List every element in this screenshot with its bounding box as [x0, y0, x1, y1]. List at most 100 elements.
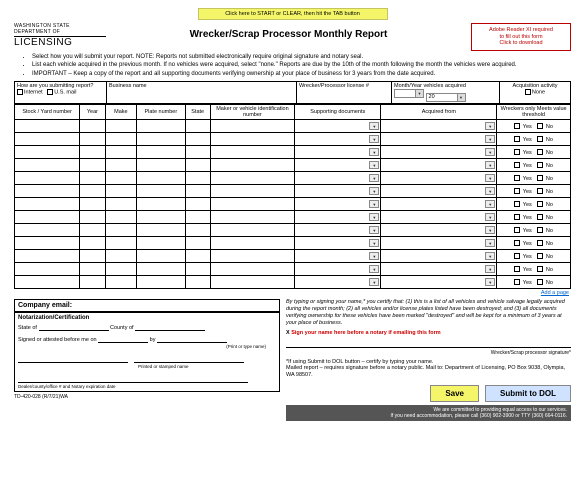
table-cell[interactable] — [381, 159, 497, 172]
docs-dropdown[interactable] — [369, 148, 379, 156]
table-cell[interactable] — [137, 224, 185, 237]
table-cell[interactable] — [295, 250, 381, 263]
table-cell[interactable] — [80, 263, 105, 276]
docs-dropdown[interactable] — [369, 252, 379, 260]
signature-field[interactable] — [286, 338, 571, 348]
table-cell[interactable] — [381, 250, 497, 263]
from-dropdown[interactable] — [485, 252, 495, 260]
table-cell[interactable] — [15, 250, 80, 263]
from-dropdown[interactable] — [485, 161, 495, 169]
table-cell[interactable] — [80, 276, 105, 289]
table-cell[interactable] — [381, 120, 497, 133]
yes-checkbox[interactable] — [514, 266, 520, 272]
yes-checkbox[interactable] — [514, 240, 520, 246]
table-cell[interactable] — [15, 120, 80, 133]
table-cell[interactable] — [210, 276, 294, 289]
yes-checkbox[interactable] — [514, 123, 520, 129]
table-cell[interactable] — [185, 172, 210, 185]
no-checkbox[interactable] — [537, 279, 543, 285]
table-cell[interactable] — [137, 146, 185, 159]
docs-dropdown[interactable] — [369, 213, 379, 221]
table-cell[interactable] — [15, 172, 80, 185]
table-cell[interactable] — [137, 159, 185, 172]
docs-dropdown[interactable] — [369, 174, 379, 182]
table-cell[interactable] — [185, 159, 210, 172]
table-cell[interactable] — [137, 211, 185, 224]
no-checkbox[interactable] — [537, 201, 543, 207]
year-dropdown[interactable]: 20 — [426, 93, 466, 102]
table-cell[interactable] — [80, 237, 105, 250]
table-cell[interactable] — [185, 146, 210, 159]
table-cell[interactable] — [137, 263, 185, 276]
table-cell[interactable] — [295, 133, 381, 146]
no-checkbox[interactable] — [537, 240, 543, 246]
table-cell[interactable] — [210, 224, 294, 237]
table-cell[interactable] — [80, 172, 105, 185]
table-cell[interactable] — [105, 172, 137, 185]
submit-button[interactable]: Submit to DOL — [485, 385, 571, 402]
from-dropdown[interactable] — [485, 148, 495, 156]
table-cell[interactable] — [381, 146, 497, 159]
table-cell[interactable] — [137, 120, 185, 133]
table-cell[interactable] — [137, 172, 185, 185]
no-checkbox[interactable] — [537, 175, 543, 181]
table-cell[interactable] — [210, 250, 294, 263]
table-cell[interactable] — [15, 159, 80, 172]
docs-dropdown[interactable] — [369, 122, 379, 130]
docs-dropdown[interactable] — [369, 200, 379, 208]
table-cell[interactable] — [15, 237, 80, 250]
table-cell[interactable] — [105, 198, 137, 211]
table-cell[interactable] — [185, 263, 210, 276]
state-field[interactable] — [39, 323, 109, 331]
table-cell[interactable] — [210, 159, 294, 172]
none-checkbox[interactable] — [525, 89, 531, 95]
table-cell[interactable] — [381, 198, 497, 211]
table-cell[interactable] — [137, 185, 185, 198]
table-cell[interactable] — [381, 172, 497, 185]
save-button[interactable]: Save — [430, 385, 479, 402]
table-cell[interactable] — [210, 211, 294, 224]
no-checkbox[interactable] — [537, 253, 543, 259]
table-cell[interactable] — [137, 237, 185, 250]
table-cell[interactable] — [105, 159, 137, 172]
table-cell[interactable] — [295, 211, 381, 224]
yes-checkbox[interactable] — [514, 149, 520, 155]
table-cell[interactable] — [15, 146, 80, 159]
table-cell[interactable] — [80, 133, 105, 146]
table-cell[interactable] — [80, 224, 105, 237]
yes-checkbox[interactable] — [514, 136, 520, 142]
table-cell[interactable] — [15, 224, 80, 237]
table-cell[interactable] — [185, 224, 210, 237]
from-dropdown[interactable] — [485, 278, 495, 286]
table-cell[interactable] — [15, 133, 80, 146]
county-field[interactable] — [135, 323, 205, 331]
no-checkbox[interactable] — [537, 214, 543, 220]
table-cell[interactable] — [185, 250, 210, 263]
table-cell[interactable] — [185, 198, 210, 211]
table-cell[interactable] — [210, 133, 294, 146]
by-field[interactable] — [157, 335, 227, 343]
table-cell[interactable] — [210, 172, 294, 185]
table-cell[interactable] — [295, 276, 381, 289]
sworn-date-field[interactable] — [98, 335, 148, 343]
notary-sig-field[interactable] — [18, 355, 128, 363]
table-cell[interactable] — [80, 185, 105, 198]
no-checkbox[interactable] — [537, 188, 543, 194]
table-cell[interactable] — [105, 263, 137, 276]
from-dropdown[interactable] — [485, 239, 495, 247]
table-cell[interactable] — [80, 159, 105, 172]
yes-checkbox[interactable] — [514, 279, 520, 285]
table-cell[interactable] — [295, 146, 381, 159]
table-cell[interactable] — [15, 211, 80, 224]
table-cell[interactable] — [381, 185, 497, 198]
no-checkbox[interactable] — [537, 123, 543, 129]
table-cell[interactable] — [137, 133, 185, 146]
no-checkbox[interactable] — [537, 136, 543, 142]
table-cell[interactable] — [210, 263, 294, 276]
no-checkbox[interactable] — [537, 227, 543, 233]
docs-dropdown[interactable] — [369, 187, 379, 195]
from-dropdown[interactable] — [485, 265, 495, 273]
table-cell[interactable] — [295, 224, 381, 237]
from-dropdown[interactable] — [485, 213, 495, 221]
yes-checkbox[interactable] — [514, 201, 520, 207]
